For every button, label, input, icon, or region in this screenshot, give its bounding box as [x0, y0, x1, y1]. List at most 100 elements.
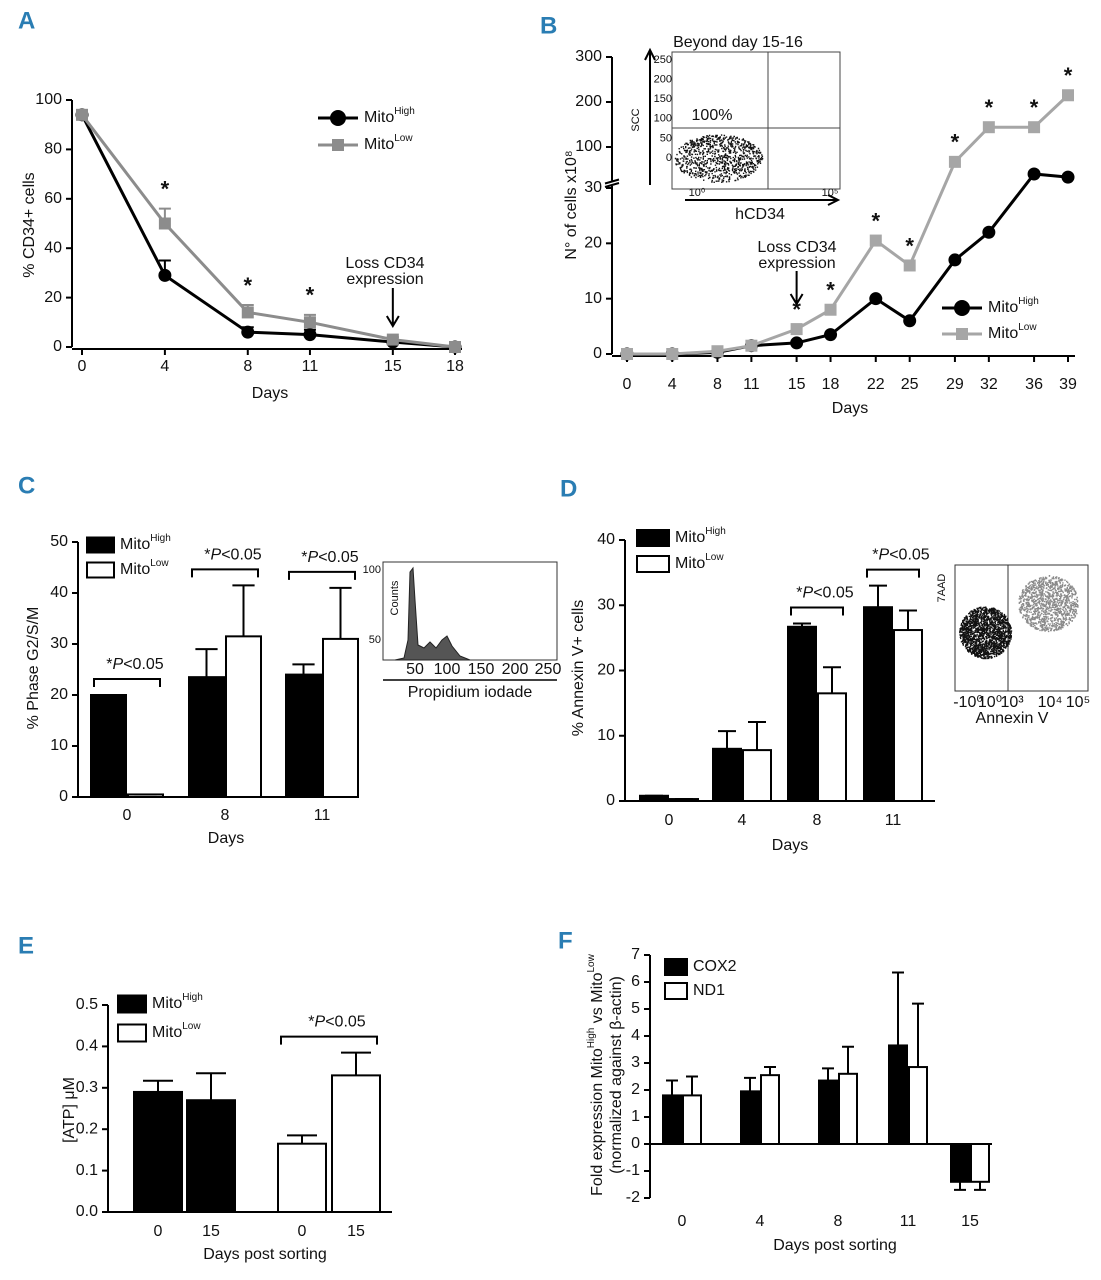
significance-star: * [826, 278, 835, 303]
marker [869, 292, 883, 306]
marker [903, 314, 917, 328]
inset-x-tick-label: 10⁵ [822, 187, 839, 199]
significance-label: *P<0.05 [872, 547, 929, 564]
marker [982, 121, 995, 134]
significance-star: * [1030, 95, 1039, 120]
x-tick-label: 8 [813, 812, 822, 829]
marker [241, 325, 255, 339]
legend-label-part: Mito [152, 1024, 182, 1041]
x-axis-label: Days post sorting [203, 1246, 327, 1263]
legend-swatch [664, 982, 688, 1000]
y-axis-label: [ATP] μM [61, 1077, 78, 1143]
y-tick-label: 2 [631, 1081, 640, 1098]
significance-bracket [280, 1035, 378, 1045]
inset-y-tick-label: 50 [369, 634, 381, 646]
panel-label: A [18, 7, 35, 34]
bar [838, 1072, 858, 1146]
axis-break [604, 178, 620, 188]
bar [893, 629, 923, 802]
inset-x-tick-label: 150 [468, 661, 495, 678]
x-axis-label: Days [208, 830, 244, 847]
x-tick-label: 15 [788, 376, 806, 393]
x-tick-label: 11 [743, 376, 760, 393]
x-tick-label: 4 [668, 376, 677, 393]
marker [1062, 89, 1074, 102]
y-tick-label: 300 [575, 48, 602, 65]
inset-axis-arrow [644, 47, 841, 206]
inset-x-tick-label: 100 [434, 661, 461, 678]
x-tick-label: 8 [834, 1213, 843, 1230]
bar [90, 694, 127, 798]
legend-marker [956, 328, 968, 340]
legend-label-part: High [182, 992, 203, 1003]
legend-label: MitoHigh [675, 526, 726, 547]
y-axis-label-part: Low [586, 953, 597, 972]
bar [322, 637, 359, 799]
y-tick-label: 0.5 [76, 996, 98, 1013]
y-tick-label: 0 [631, 1135, 640, 1152]
x-tick-label: 36 [1025, 376, 1043, 393]
x-tick-label: 11 [302, 358, 319, 375]
y-tick-label: 0 [593, 345, 602, 362]
legend-swatch [117, 994, 147, 1014]
error-bar [287, 1134, 317, 1144]
bar [970, 1143, 990, 1183]
marker [869, 234, 882, 247]
inset-title: Beyond day 15-16 [673, 34, 803, 51]
x-tick-label: 22 [867, 376, 885, 393]
marker [903, 259, 916, 272]
bar [818, 1079, 838, 1146]
bar [331, 1074, 381, 1213]
marker [948, 253, 962, 267]
y-tick-label: 0 [53, 338, 62, 355]
bar [682, 1094, 702, 1146]
legend-label-part: High [150, 533, 171, 544]
legend-label-part: Mito [675, 555, 705, 572]
y-axis-label: % Phase G2/S/M [25, 607, 42, 730]
significance-star: * [871, 208, 880, 233]
marker [745, 339, 758, 352]
y-axis-label: (normalized against β-actin) [608, 976, 625, 1174]
legend-label: MitoLow [988, 322, 1037, 343]
y-tick-label: 0.1 [76, 1162, 98, 1179]
legend-label-part: Low [1018, 322, 1037, 333]
significance-star: * [1064, 63, 1073, 88]
legend-swatch [664, 958, 688, 976]
x-tick-label: 15 [961, 1213, 979, 1230]
marker [824, 303, 837, 316]
x-tick-label: 15 [384, 358, 402, 375]
x-tick-label: 11 [900, 1213, 917, 1230]
panel-label: D [560, 475, 577, 502]
bar [817, 692, 847, 803]
legend-label: MitoHigh [988, 296, 1039, 317]
y-tick-label: -2 [626, 1189, 640, 1206]
y-tick-label: 10 [50, 737, 68, 754]
inset-x-label: Propidium iodade [408, 684, 533, 701]
y-axis-label: Fold expression MitoHigh vs MitoLow [586, 953, 607, 1195]
legend-swatch [86, 536, 115, 554]
significance-star: * [243, 273, 252, 298]
y-tick-label: 40 [50, 584, 68, 601]
y-tick-label: 3 [631, 1054, 640, 1071]
bar [740, 1090, 760, 1145]
legend-label: MitoLow [675, 552, 724, 573]
y-tick-label: 0 [606, 792, 615, 809]
legend-label-part: Low [150, 558, 169, 569]
inset-y-label: 7AAD [936, 574, 948, 603]
bar [863, 606, 893, 803]
x-tick-label: 0 [78, 358, 87, 375]
significance-label: *P<0.05 [301, 549, 358, 566]
y-tick-label: 60 [44, 190, 62, 207]
inset-y-tick-label: 0 [666, 152, 672, 164]
y-tick-label: 200 [575, 93, 602, 110]
y-tick-label: 30 [597, 596, 615, 613]
error-bar [748, 721, 766, 751]
series-line [627, 94, 1070, 356]
y-tick-label: 5 [631, 1000, 640, 1017]
legend-label-part: Low [705, 552, 724, 563]
error-bar [892, 971, 904, 1046]
error-bar [822, 1067, 834, 1081]
significance-star: * [985, 95, 994, 120]
legend-label-part: Low [394, 133, 413, 144]
legend-label-part: High [705, 526, 726, 537]
